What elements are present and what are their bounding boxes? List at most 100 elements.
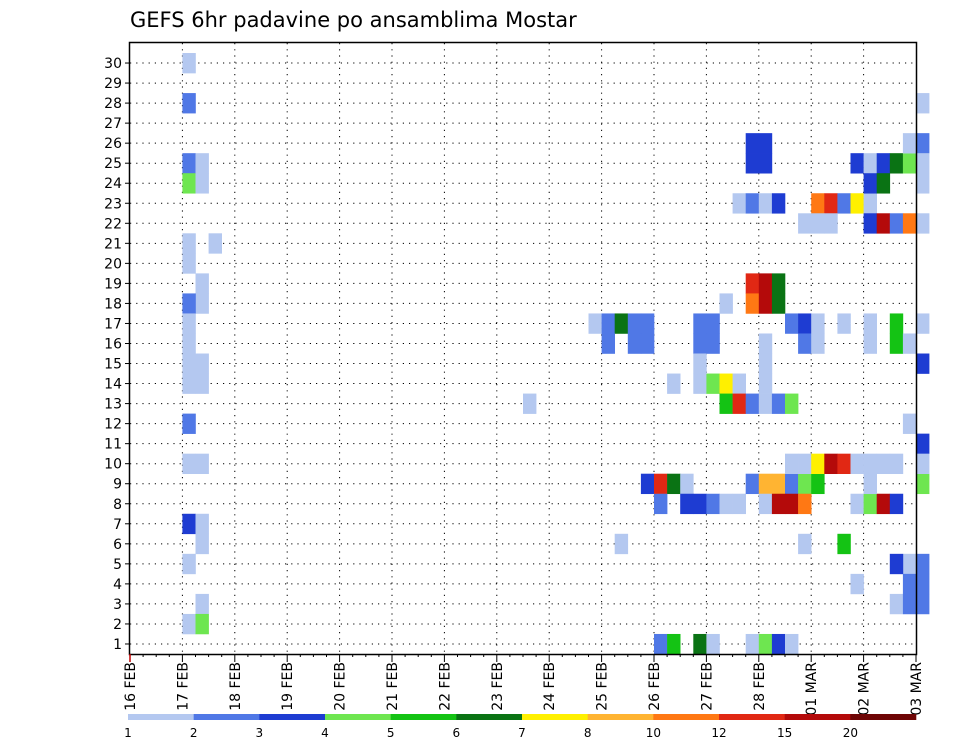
heatmap-cell [182,613,196,635]
heatmap-cell [798,493,812,515]
y-tick-label: 23 [104,196,122,212]
heatmap-cell [785,453,799,475]
heatmap-cell [195,293,209,314]
y-tick-label: 16 [104,336,122,352]
heatmap-cell [693,333,707,354]
legend-label: 8 [584,726,592,740]
heatmap-cell [654,633,668,655]
x-tick-label: 26 FEB [647,662,663,711]
legend-swatch [587,714,654,720]
x-tick-label: 19 FEB [280,662,296,711]
heatmap-cell [693,373,707,394]
heatmap-cell [693,633,707,655]
heatmap-cell [889,313,904,334]
heatmap-cell [758,133,773,154]
y-tick-label: 17 [104,316,122,332]
heatmap-cell [732,393,746,414]
y-tick-label: 18 [104,296,122,312]
heatmap-cell [876,173,891,194]
heatmap-cell [889,453,904,475]
heatmap-cell [902,413,917,434]
legend-swatch [784,714,851,720]
heatmap-cell [195,513,209,535]
legend-label: 7 [518,726,526,740]
heatmap-cell [601,333,615,354]
heatmap-cell [785,493,799,515]
heatmap-cells [182,53,930,655]
y-tick-label: 30 [104,56,122,72]
heatmap-cell [732,493,746,515]
y-tick-label: 15 [104,357,122,373]
heatmap-cell [182,553,196,575]
heatmap-cell [614,313,629,334]
x-tick-label: 17 FEB [175,662,191,711]
heatmap-cell [916,553,930,575]
heatmap-cell [745,153,760,174]
heatmap-cell [182,53,196,74]
legend-swatch [850,714,917,720]
heatmap-cell [824,193,838,214]
heatmap-cell [601,313,615,334]
heatmap-cell [916,173,930,194]
heatmap-cell [182,413,196,434]
y-tick-label: 10 [104,457,122,473]
heatmap-cell [902,553,917,575]
heatmap-cell [745,273,760,294]
legend-label: 12 [711,726,726,740]
heatmap-cell [667,473,681,495]
legend-swatch [259,714,326,720]
heatmap-cell [706,373,720,394]
y-tick-label: 26 [104,136,122,152]
heatmap-cell [195,173,209,194]
y-axis: 1234567891011121314151617181920212223242… [104,56,130,653]
color-legend: 1 2 3 4 5 6 7 8 10 12 15 20 [124,714,917,740]
heatmap-cell [916,573,930,595]
x-tick-label: 28 FEB [752,662,768,711]
y-tick-label: 11 [104,437,122,453]
heatmap-cell [863,213,877,234]
heatmap-cell [182,293,196,314]
legend-label: 2 [190,726,198,740]
y-tick-label: 27 [104,116,122,132]
heatmap-cell [902,333,917,354]
heatmap-cell [195,453,209,475]
heatmap-cell [902,213,917,234]
heatmap-cell [182,313,196,334]
heatmap-cell [863,453,877,475]
heatmap-cell [850,193,864,214]
y-tick-label: 13 [104,397,122,413]
heatmap-cell [771,193,786,214]
heatmap-cell [785,633,799,655]
heatmap-cell [889,333,904,354]
heatmap-cell [758,393,773,414]
heatmap-cell [732,193,746,214]
legend-label: 4 [321,726,329,740]
heatmap-cell [798,533,812,555]
heatmap-cell [811,473,825,495]
y-tick-label: 20 [104,256,122,272]
heatmap-cell [771,293,786,314]
heatmap-cell [523,393,537,414]
heatmap-cell [182,173,196,194]
heatmap-cell [902,593,917,615]
heatmap-cell [837,313,851,334]
y-tick-label: 3 [113,597,122,613]
heatmap-cell [627,313,642,334]
legend-swatch [325,714,391,720]
heatmap-cell [889,153,904,174]
heatmap-cell [195,273,209,294]
heatmap-cell [195,373,209,394]
heatmap-cell [182,453,196,475]
heatmap-cell [771,473,786,495]
heatmap-cell [916,313,930,334]
y-tick-label: 22 [104,216,122,232]
legend-label: 20 [843,726,858,740]
legend-label: 3 [256,726,264,740]
heatmap-cell [876,213,891,234]
heatmap-cell [758,633,773,655]
heatmap-cell [902,153,917,174]
heatmap-cell [811,193,825,214]
heatmap-cell [667,633,681,655]
heatmap-cell [680,493,694,515]
heatmap-cell [863,173,877,194]
